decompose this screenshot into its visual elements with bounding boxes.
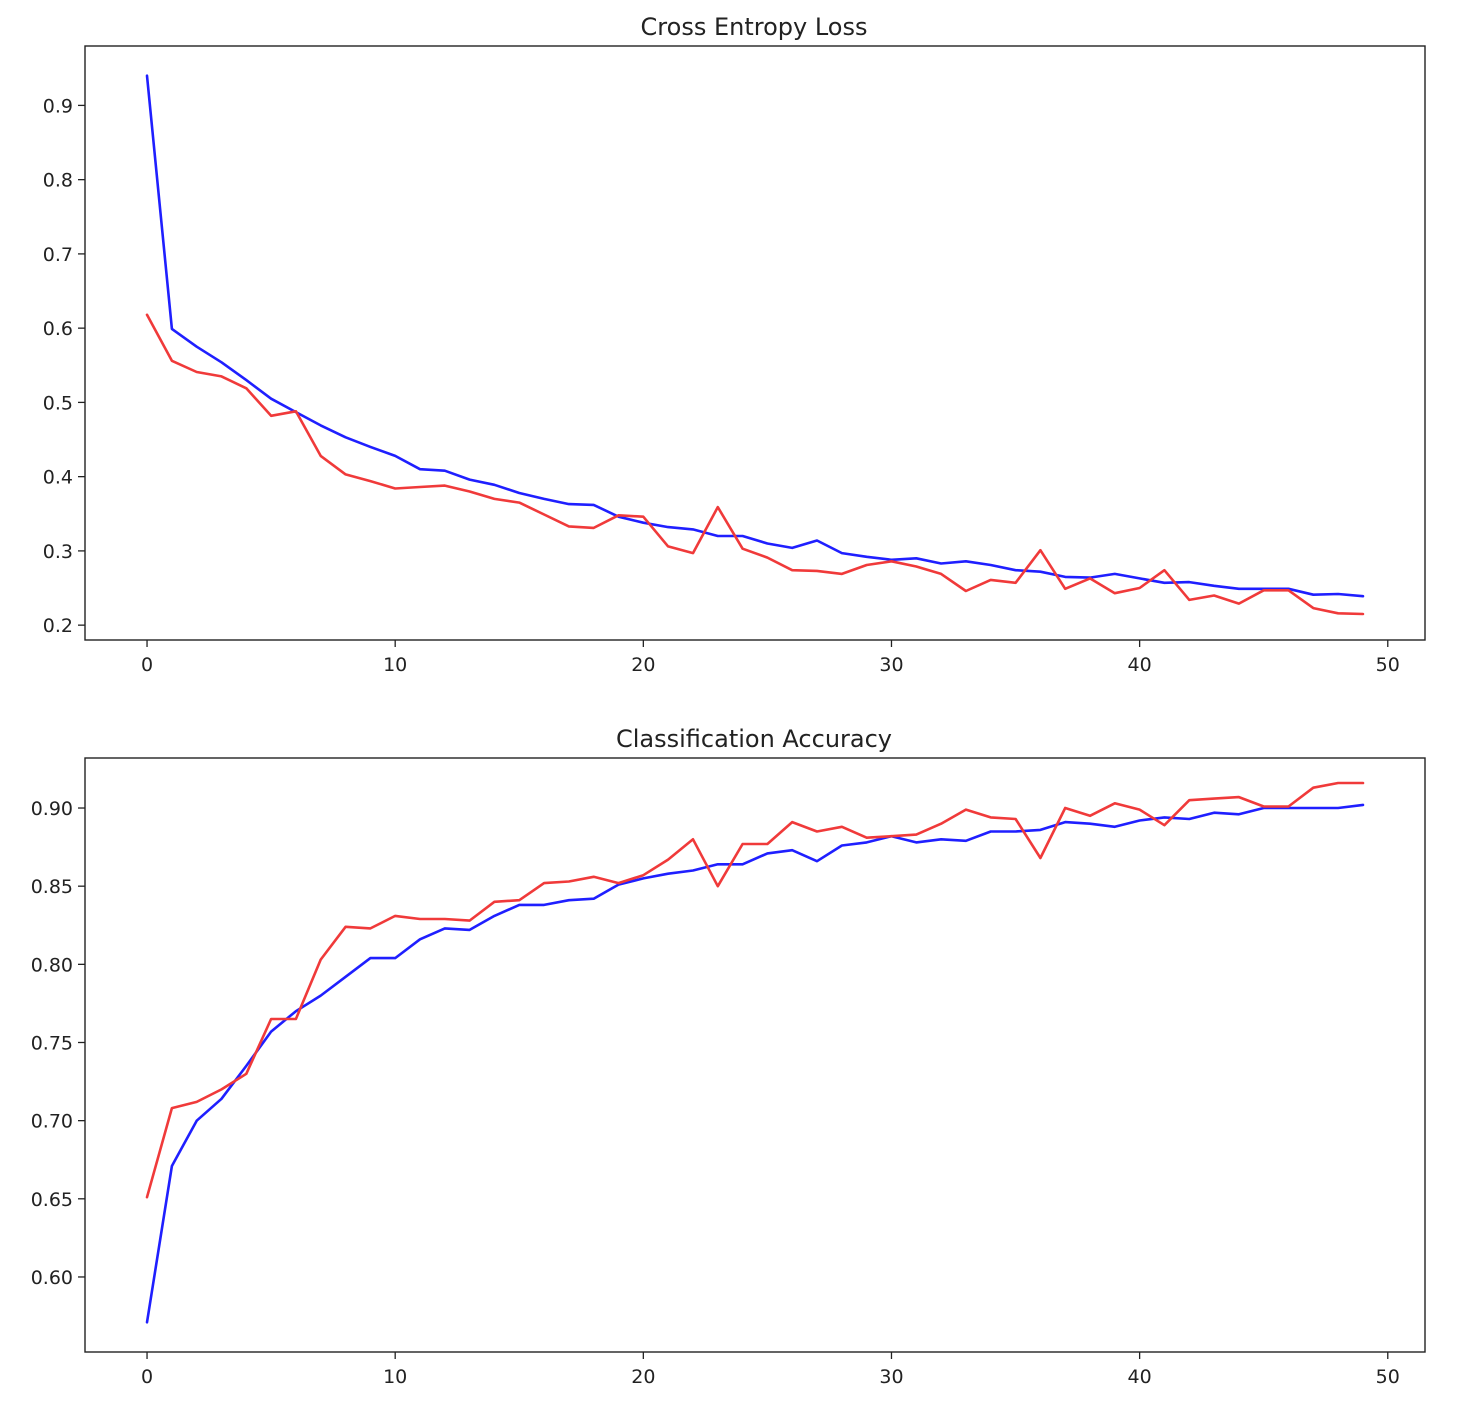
accuracy-y-tick-label: 0.75 xyxy=(31,1032,73,1054)
loss-chart-title: Cross Entropy Loss xyxy=(641,13,868,41)
loss-series-1-line xyxy=(145,74,1365,598)
accuracy-chart-title: Classification Accuracy xyxy=(616,725,892,753)
accuracy-chart: Classification Accuracy 0 10 20 30 40 50 0.60 0… xyxy=(31,725,1426,1388)
loss-y-tick-label: 0.5 xyxy=(43,392,73,414)
loss-x-tick-label: 10 xyxy=(383,654,407,676)
loss-y-tick-label: 0.7 xyxy=(43,244,73,266)
accuracy-x-tick-label: 0 xyxy=(141,1366,153,1388)
loss-x-tick-label: 30 xyxy=(879,654,903,676)
accuracy-y-tick-label: 0.70 xyxy=(31,1111,73,1133)
loss-x-tick-label: 40 xyxy=(1128,654,1152,676)
loss-chart: Cross Entropy Loss 0 10 20 30 40 50 0.2 0.3 0.4 0… xyxy=(43,13,1426,676)
loss-x-tick-label: 0 xyxy=(141,654,153,676)
loss-y-tick-label: 0.3 xyxy=(43,541,73,563)
loss-y-tick-label: 0.9 xyxy=(43,95,73,117)
accuracy-y-tick-label: 0.80 xyxy=(31,954,73,976)
accuracy-y-tick-label: 0.90 xyxy=(31,798,73,820)
accuracy-y-tick-label: 0.60 xyxy=(31,1267,73,1289)
loss-y-tick-label: 0.8 xyxy=(43,170,73,192)
accuracy-x-tick-label: 50 xyxy=(1376,1366,1400,1388)
loss-series-2-line xyxy=(145,313,1365,616)
accuracy-y-tick-label: 0.85 xyxy=(31,876,73,898)
loss-x-tick-label: 50 xyxy=(1376,654,1400,676)
accuracy-plot-frame xyxy=(84,757,1426,1353)
loss-x-tick-label: 20 xyxy=(631,654,655,676)
accuracy-x-tick-label: 10 xyxy=(383,1366,407,1388)
accuracy-x-tick-label: 30 xyxy=(879,1366,903,1388)
loss-y-tick-label: 0.6 xyxy=(43,318,73,340)
accuracy-series-2-line xyxy=(145,781,1365,1199)
accuracy-series-1-line xyxy=(145,803,1365,1324)
accuracy-x-tick-label: 40 xyxy=(1128,1366,1152,1388)
loss-plot-frame xyxy=(84,45,1426,641)
accuracy-y-tick-label: 0.65 xyxy=(31,1189,73,1211)
loss-y-tick-label: 0.2 xyxy=(43,615,73,637)
accuracy-x-tick-label: 20 xyxy=(631,1366,655,1388)
loss-y-tick-label: 0.4 xyxy=(43,467,73,489)
